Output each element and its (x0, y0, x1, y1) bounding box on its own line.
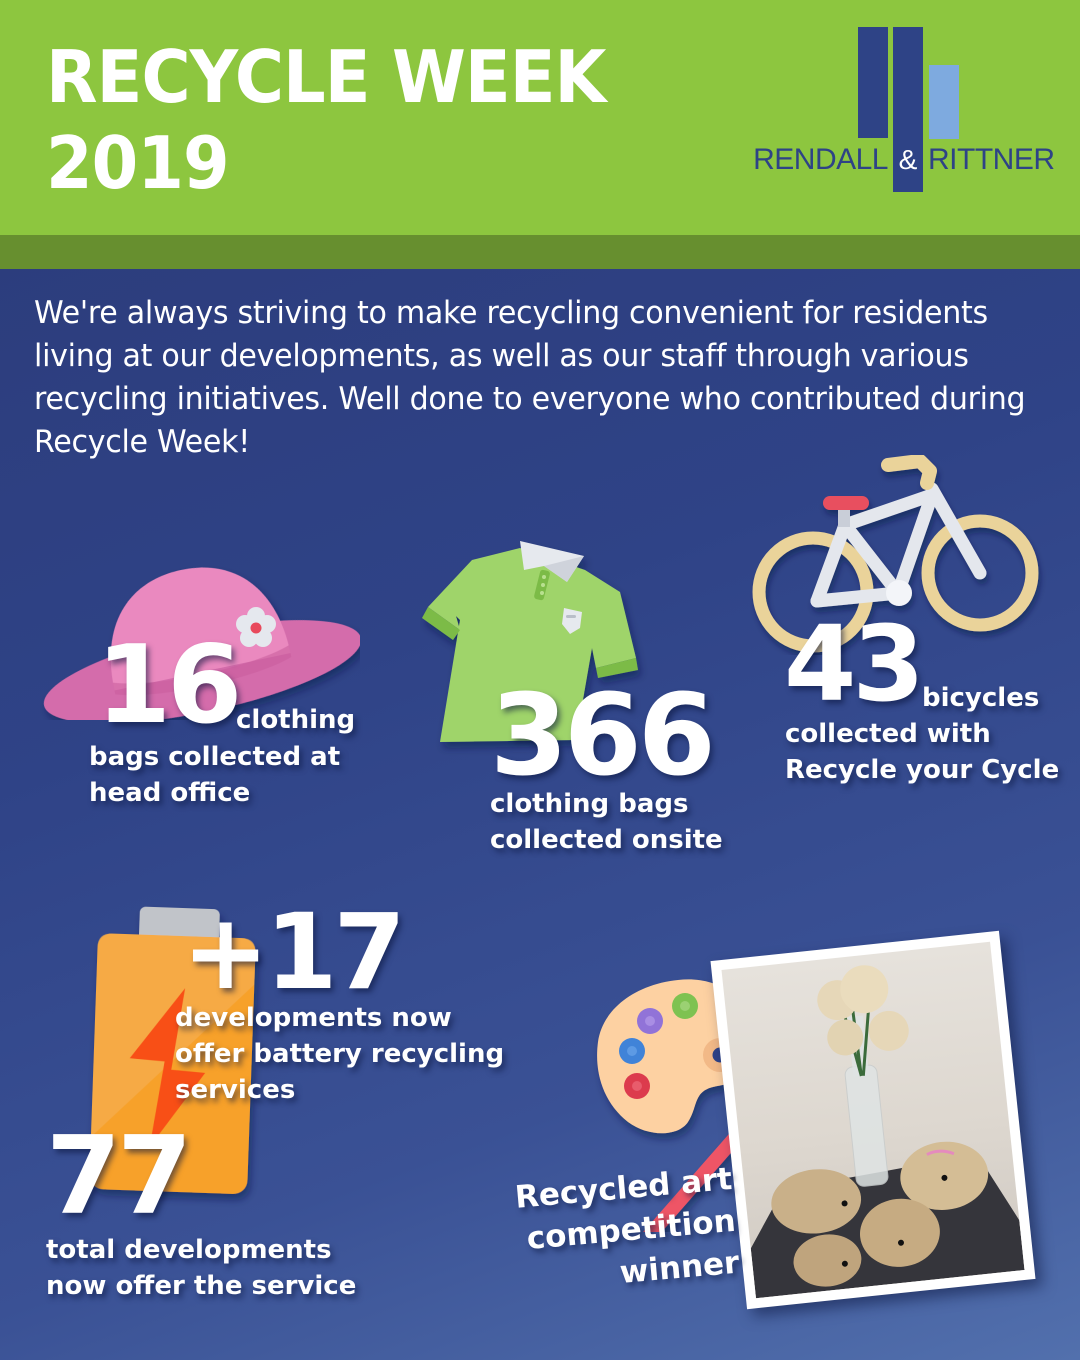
label-line: Recycle your Cycle (785, 755, 1060, 785)
logo-bar-1 (858, 27, 888, 138)
stat-onsite-label: clothing bags collected onsite (490, 786, 723, 858)
label-line: total developments (46, 1235, 332, 1265)
stat-head-office-label: bags collected at head office (89, 739, 340, 811)
bicycle-icon (752, 455, 1039, 653)
logo-bar-2 (893, 27, 923, 192)
label-line: offer battery recycling (175, 1039, 505, 1069)
label-line: now offer the service (46, 1271, 357, 1301)
stat-head-office-inline-label: clothing (236, 705, 356, 735)
title-line-2: 2019 (46, 121, 230, 205)
logo-name-right: RITTNER (928, 143, 1055, 176)
art-competition-caption: Recycled art competition winner (509, 1158, 741, 1303)
t-shirt-icon (422, 541, 638, 742)
stat-onsite-value: 366 (490, 671, 716, 801)
flower-icon (236, 607, 276, 647)
label-line: head office (89, 778, 251, 808)
stat-bicycles-value: 43 (784, 603, 925, 725)
label-line: bags collected at (89, 742, 341, 772)
rendall-rittner-logo: RENDALL & RITTNER (750, 20, 1060, 210)
stat-battery-total-label: total developments now offer the service (46, 1232, 356, 1304)
label-line: collected onsite (490, 825, 723, 855)
logo-ampersand: & (898, 144, 918, 175)
stat-head-office-value: 16 (96, 623, 242, 748)
logo-bar-3 (929, 65, 959, 139)
art-winner-photo (710, 930, 1036, 1310)
stat-battery-new-label: developments now offer battery recycling… (175, 1000, 504, 1108)
label-line: developments now (175, 1003, 452, 1033)
page-title: RECYCLE WEEK 2019 (46, 34, 606, 206)
label-line: clothing bags (490, 789, 689, 819)
label-line: services (175, 1075, 296, 1105)
stat-battery-new-value: +17 (182, 891, 406, 1013)
title-line-1: RECYCLE WEEK (46, 35, 606, 119)
art-photo-image (721, 941, 1025, 1299)
stat-bicycles-inline-label: bicycles (922, 683, 1040, 713)
header-band (0, 235, 1080, 269)
logo-name-left: RENDALL (753, 143, 888, 176)
intro-paragraph: We're always striving to make recycling … (34, 295, 1026, 460)
label-line: collected with (785, 719, 991, 749)
hat-icon (43, 567, 360, 720)
battery-icon (89, 906, 256, 1194)
stat-battery-total-value: 77 (46, 1114, 192, 1239)
stat-bicycles-label: collected with Recycle your Cycle (785, 716, 1059, 788)
